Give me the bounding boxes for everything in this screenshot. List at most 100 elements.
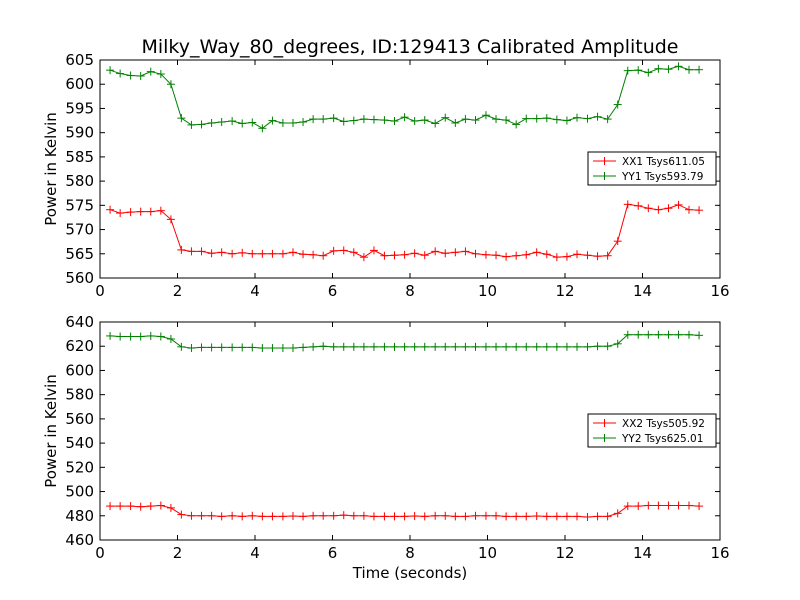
data-point xyxy=(299,512,308,521)
legend-entry-label: XX1 Tsys611.05 xyxy=(622,156,705,168)
data-point xyxy=(623,66,632,75)
data-point xyxy=(634,330,643,339)
y-tick-label: 595 xyxy=(65,99,94,117)
data-point xyxy=(309,342,318,351)
y-tick-label: 600 xyxy=(65,361,94,379)
y-axis-label: Power in Kelvin xyxy=(42,112,60,226)
data-point xyxy=(542,342,551,351)
y-tick-label: 580 xyxy=(65,386,94,404)
data-point xyxy=(278,344,287,353)
data-point xyxy=(664,330,673,339)
x-tick-label: 16 xyxy=(710,544,729,562)
data-point xyxy=(451,118,460,127)
data-point xyxy=(623,200,632,209)
data-point xyxy=(552,342,561,351)
data-point xyxy=(288,118,297,127)
data-point xyxy=(654,330,663,339)
data-point xyxy=(685,330,693,339)
data-point xyxy=(156,501,165,510)
data-point xyxy=(644,204,653,213)
data-point xyxy=(481,250,490,259)
data-point xyxy=(441,342,450,351)
top-panel: 0 2 4 6 8 10 12 14 16 560 565 570 575 580 585 590 595 600… xyxy=(42,51,730,300)
data-point xyxy=(562,512,571,521)
data-point xyxy=(136,71,145,80)
x-tick-label: 14 xyxy=(633,282,652,300)
data-point xyxy=(106,66,115,75)
data-point xyxy=(634,201,643,210)
data-point xyxy=(644,68,653,77)
data-point xyxy=(573,342,582,351)
data-point xyxy=(309,115,318,124)
data-point xyxy=(593,512,602,521)
data-point xyxy=(258,249,267,258)
data-point xyxy=(339,246,348,255)
data-point xyxy=(502,512,511,521)
data-point xyxy=(390,512,399,521)
legend-box xyxy=(587,413,717,448)
data-point xyxy=(552,115,561,124)
data-point xyxy=(664,65,673,74)
y-tick-label: 480 xyxy=(65,507,94,525)
data-point xyxy=(359,342,368,351)
data-point xyxy=(532,114,541,123)
data-point xyxy=(268,116,277,125)
data-point xyxy=(380,251,389,260)
data-point xyxy=(146,502,155,511)
data-point xyxy=(390,342,399,351)
data-point xyxy=(685,205,693,214)
data-point xyxy=(359,511,368,520)
data-point xyxy=(502,252,511,261)
data-point xyxy=(583,342,592,351)
data-point xyxy=(583,251,592,260)
x-tick-label: 6 xyxy=(328,544,338,562)
data-point xyxy=(146,331,155,340)
data-point xyxy=(695,331,704,340)
data-point xyxy=(319,511,328,520)
data-point xyxy=(654,64,663,73)
data-point xyxy=(166,503,175,512)
data-point xyxy=(319,251,328,260)
data-point xyxy=(431,511,440,520)
data-point xyxy=(552,253,561,262)
data-point xyxy=(502,342,511,351)
x-tick-label: 4 xyxy=(250,282,260,300)
data-point xyxy=(492,342,501,351)
legend-entry-label: YY1 Tsys593.79 xyxy=(621,171,703,183)
data-point xyxy=(471,511,480,520)
data-point xyxy=(329,511,338,520)
y-tick-label: 640 xyxy=(65,313,94,331)
data-point xyxy=(441,511,450,520)
data-point xyxy=(299,343,308,352)
x-tick-label: 14 xyxy=(633,544,652,562)
data-point xyxy=(634,502,643,511)
legend-entry-label: YY2 Tsys625.01 xyxy=(621,433,703,445)
data-point xyxy=(349,342,358,351)
data-point xyxy=(258,344,267,353)
data-point xyxy=(410,342,419,351)
data-point xyxy=(156,70,165,79)
y-tick-label: 570 xyxy=(65,221,94,239)
data-point xyxy=(522,342,531,351)
data-point xyxy=(573,113,582,122)
data-point xyxy=(136,207,145,216)
data-point xyxy=(685,65,693,74)
data-point xyxy=(695,206,704,215)
data-point xyxy=(268,512,277,521)
data-point xyxy=(228,249,237,258)
data-point xyxy=(177,245,186,254)
x-tick-label: 2 xyxy=(173,544,183,562)
data-point xyxy=(512,512,521,521)
data-point xyxy=(177,342,186,351)
data-point xyxy=(369,246,378,255)
data-point xyxy=(451,248,460,257)
data-point xyxy=(369,342,378,351)
data-point xyxy=(593,252,602,261)
data-point xyxy=(238,248,247,257)
data-point xyxy=(481,111,490,120)
data-point xyxy=(512,120,521,129)
data-point xyxy=(664,204,673,213)
data-point xyxy=(644,330,653,339)
data-point xyxy=(623,502,632,511)
data-point xyxy=(238,119,247,128)
